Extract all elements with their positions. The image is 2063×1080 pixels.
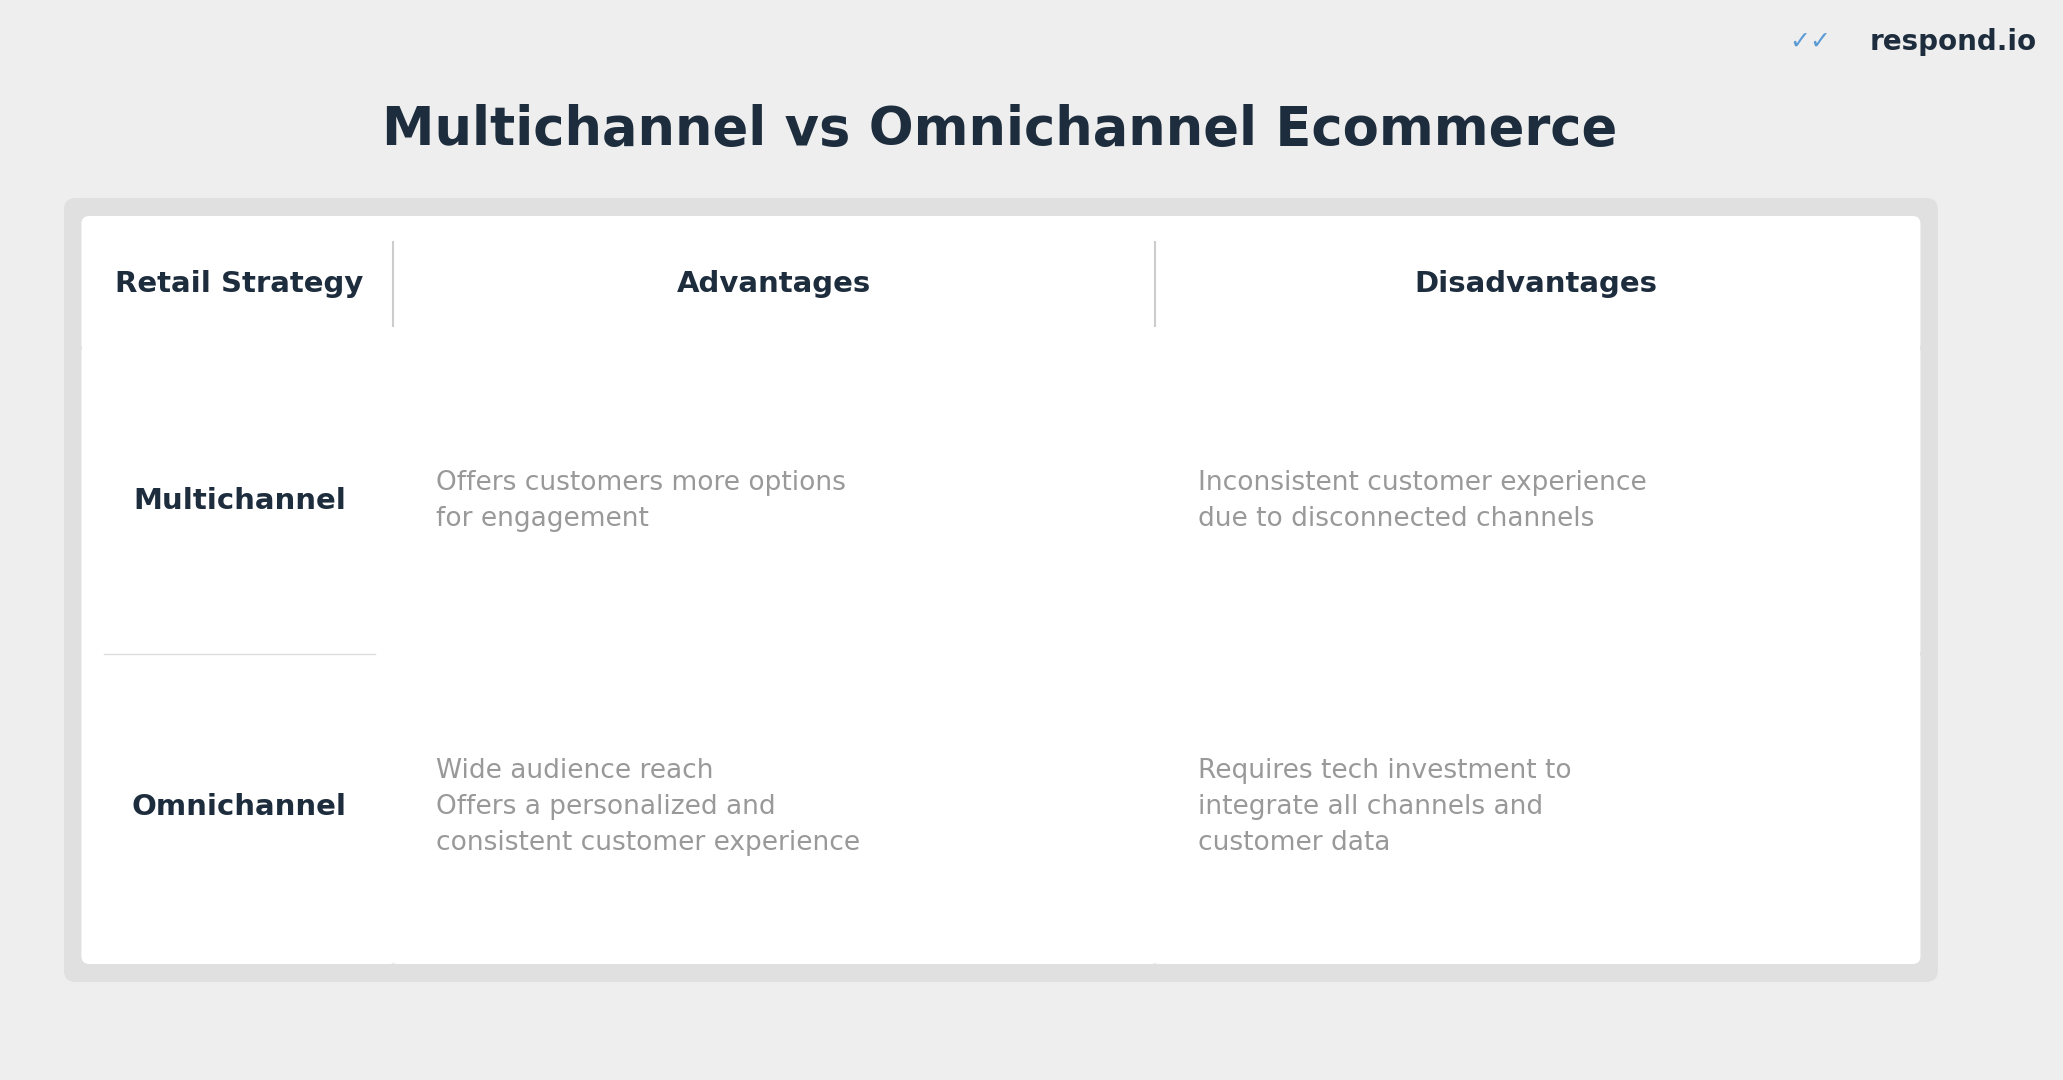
Text: Inconsistent customer experience
due to disconnected channels: Inconsistent customer experience due to … <box>1199 470 1646 532</box>
Text: Wide audience reach
Offers a personalized and
consistent customer experience: Wide audience reach Offers a personalize… <box>435 758 860 856</box>
Text: Requires tech investment to
integrate all channels and
customer data: Requires tech investment to integrate al… <box>1199 758 1572 856</box>
FancyBboxPatch shape <box>390 345 1159 658</box>
FancyBboxPatch shape <box>1151 345 1921 658</box>
FancyBboxPatch shape <box>390 650 1159 964</box>
Text: Multichannel: Multichannel <box>132 487 347 515</box>
Text: Advantages: Advantages <box>677 270 871 298</box>
Text: Offers customers more options
for engagement: Offers customers more options for engage… <box>435 470 846 532</box>
Text: Multichannel vs Omnichannel Ecommerce: Multichannel vs Omnichannel Ecommerce <box>382 104 1617 156</box>
FancyBboxPatch shape <box>64 198 1937 982</box>
FancyBboxPatch shape <box>80 345 398 964</box>
Text: Retail Strategy: Retail Strategy <box>116 270 363 298</box>
Text: respond.io: respond.io <box>1869 28 2036 56</box>
Text: ✓✓: ✓✓ <box>1789 30 1832 54</box>
Text: Omnichannel: Omnichannel <box>132 793 347 821</box>
FancyBboxPatch shape <box>1151 650 1921 964</box>
Text: Disadvantages: Disadvantages <box>1415 270 1657 298</box>
FancyBboxPatch shape <box>80 216 1921 352</box>
